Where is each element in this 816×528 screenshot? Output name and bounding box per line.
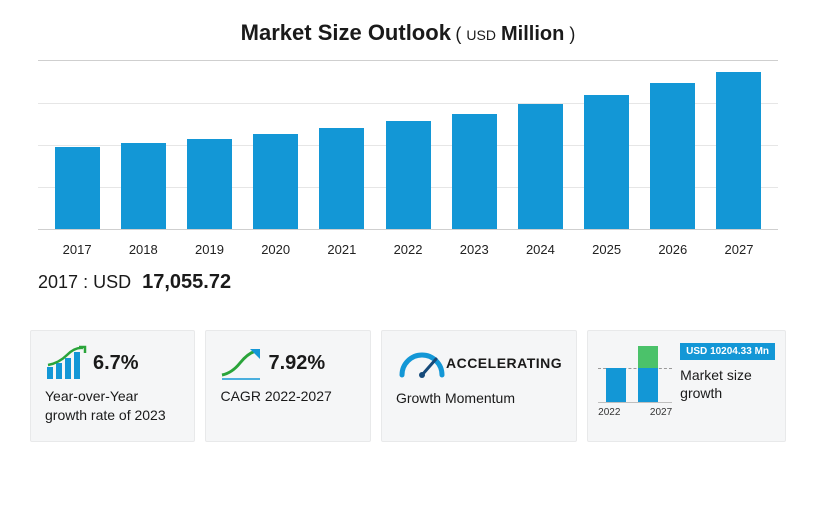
x-label: 2025 xyxy=(574,242,640,257)
mini-label-2027: 2027 xyxy=(650,407,672,418)
bar-col xyxy=(44,61,110,229)
bar-col xyxy=(706,61,772,229)
bar-col xyxy=(176,61,242,229)
card-momentum: ACCELERATING Growth Momentum xyxy=(381,330,577,442)
momentum-label: Growth Momentum xyxy=(396,389,562,408)
card-cagr: 7.92% CAGR 2022-2027 xyxy=(205,330,370,442)
bar-chart xyxy=(38,60,778,230)
stat-cards: 6.7% Year-over-Year growth rate of 2023 … xyxy=(30,330,786,442)
bar xyxy=(55,147,100,229)
mini-bar-2027-growth xyxy=(638,346,658,368)
bar xyxy=(121,143,166,229)
x-label: 2022 xyxy=(375,242,441,257)
x-label: 2023 xyxy=(441,242,507,257)
mini-label-2022: 2022 xyxy=(598,407,620,418)
x-label: 2026 xyxy=(640,242,706,257)
card-market-size-growth: 2022 2027 USD 10204.33 Mn Market size gr… xyxy=(587,330,786,442)
title-paren: ( USD Million ) xyxy=(455,24,575,44)
title-million: Million xyxy=(501,23,564,45)
anno-value: 17,055.72 xyxy=(142,271,231,293)
bar-col xyxy=(441,61,507,229)
value-annotation: 2017 : USD 17,055.72 xyxy=(38,271,786,294)
bar xyxy=(716,72,761,229)
x-label: 2027 xyxy=(706,242,772,257)
card-yoy: 6.7% Year-over-Year growth rate of 2023 xyxy=(30,330,195,442)
bar-col xyxy=(574,61,640,229)
bar xyxy=(386,121,431,229)
x-axis-labels: 2017201820192020202120222023202420252026… xyxy=(38,234,778,257)
bar xyxy=(187,139,232,229)
growth-value-chip: USD 10204.33 Mn xyxy=(680,343,775,360)
x-label: 2017 xyxy=(44,242,110,257)
yoy-label: Year-over-Year growth rate of 2023 xyxy=(45,387,180,425)
bar xyxy=(452,114,497,229)
x-label: 2019 xyxy=(176,242,242,257)
bar xyxy=(584,95,629,229)
momentum-headline: ACCELERATING xyxy=(446,355,562,371)
bar-col xyxy=(110,61,176,229)
mini-bar-2022 xyxy=(606,368,626,402)
title-main: Market Size Outlook xyxy=(241,20,451,45)
bar-col xyxy=(640,61,706,229)
bar-col xyxy=(375,61,441,229)
title-usd: USD xyxy=(466,27,496,43)
cagr-value: 7.92% xyxy=(268,352,325,375)
x-label: 2020 xyxy=(243,242,309,257)
mini-bar-2027-base xyxy=(638,368,658,402)
chart-title: Market Size Outlook ( USD Million ) xyxy=(30,20,786,46)
x-label: 2024 xyxy=(507,242,573,257)
bars-container xyxy=(38,61,778,229)
bar-growth-icon xyxy=(45,345,87,381)
growth-label: Market size growth xyxy=(680,366,775,402)
bar xyxy=(650,83,695,229)
anno-currency: USD xyxy=(93,272,131,292)
yoy-value: 6.7% xyxy=(93,352,139,375)
bar xyxy=(518,104,563,229)
bar xyxy=(319,128,364,229)
bar-col xyxy=(243,61,309,229)
bar-col xyxy=(309,61,375,229)
mini-bar-chart: 2022 2027 xyxy=(598,341,672,429)
x-label: 2021 xyxy=(309,242,375,257)
anno-year: 2017 xyxy=(38,272,78,292)
cagr-label: CAGR 2022-2027 xyxy=(220,387,355,406)
bar xyxy=(253,134,298,229)
x-label: 2018 xyxy=(110,242,176,257)
bar-col xyxy=(507,61,573,229)
trend-arrow-icon xyxy=(220,345,262,381)
speedometer-icon xyxy=(396,345,438,381)
